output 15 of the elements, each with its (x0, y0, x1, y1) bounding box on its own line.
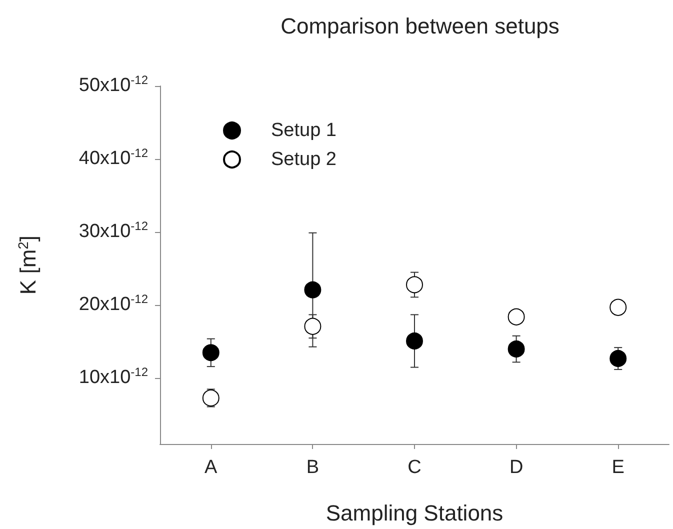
x-tick-label: E (612, 457, 624, 478)
y-tick-label: 30x10$^{-12}$ (78, 219, 148, 244)
x-tick-label: C (408, 457, 422, 478)
y-tick-label: 50x10$^{-12}$ (78, 73, 148, 98)
x-axis-title: Sampling Stations (326, 500, 504, 526)
y-tick-label: 40x10$^{-12}$ (78, 146, 148, 172)
legend-label: Setup 1 (271, 120, 336, 141)
y-axis-title: K [m2] (15, 235, 40, 295)
legend-label: Setup 2 (271, 149, 336, 170)
y-tick-label: 20x10$^{-12}$ (78, 292, 148, 318)
y-tick-label: 10x10$^{-12}$ (78, 365, 148, 390)
x-tick-label: A (204, 457, 218, 478)
x-tick-label: D (509, 457, 524, 478)
x-tick-label: B (306, 457, 320, 478)
chart-title: Comparison between setups (280, 14, 560, 38)
